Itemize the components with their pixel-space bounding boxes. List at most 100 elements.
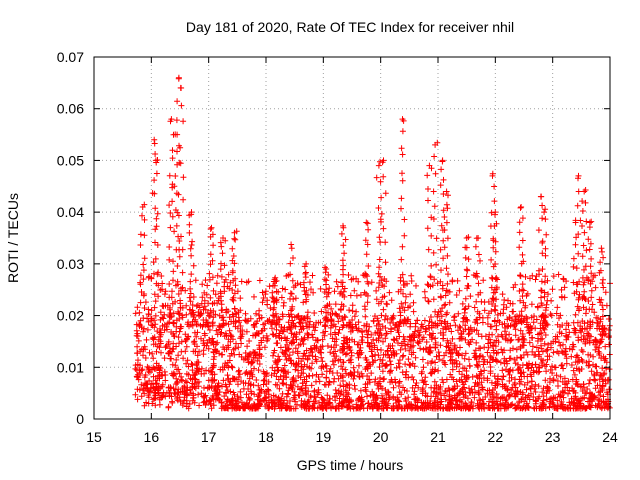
data-point — [434, 280, 441, 287]
data-point — [315, 386, 322, 393]
data-point — [162, 288, 169, 295]
data-point — [169, 155, 176, 162]
data-point — [378, 210, 385, 217]
data-point — [362, 313, 369, 320]
data-point — [273, 326, 280, 333]
data-point — [231, 290, 238, 297]
data-point — [374, 382, 381, 389]
data-point — [517, 354, 524, 361]
data-point — [599, 248, 605, 255]
data-point — [221, 333, 228, 340]
data-point — [323, 402, 330, 409]
data-point — [396, 378, 403, 385]
data-point — [280, 372, 287, 379]
data-point — [309, 349, 316, 355]
data-point — [602, 403, 608, 410]
data-point — [140, 346, 147, 353]
data-point — [373, 337, 380, 344]
data-point — [484, 390, 491, 397]
data-point — [499, 394, 506, 401]
data-point — [137, 231, 144, 238]
data-point — [507, 355, 514, 362]
data-point — [269, 400, 276, 406]
data-point — [507, 368, 513, 374]
data-point — [221, 279, 228, 286]
data-point — [476, 391, 483, 398]
data-point — [166, 244, 173, 250]
data-point — [425, 246, 432, 253]
data-point — [231, 391, 238, 398]
data-point — [600, 306, 606, 313]
data-point — [201, 303, 208, 310]
data-point — [351, 372, 358, 379]
data-point — [473, 270, 480, 277]
data-point — [151, 395, 158, 402]
data-point — [230, 336, 236, 343]
data-point — [587, 333, 594, 340]
data-point — [444, 205, 451, 212]
y-tick-label: 0.02 — [57, 308, 84, 324]
data-point — [480, 277, 487, 284]
data-point — [511, 381, 518, 388]
data-point — [424, 172, 431, 179]
data-point — [173, 323, 180, 330]
data-point — [355, 354, 362, 361]
data-point — [404, 316, 411, 323]
data-point — [270, 313, 277, 319]
data-point — [153, 280, 160, 287]
data-point — [382, 351, 389, 358]
data-point — [213, 327, 220, 334]
data-point — [537, 325, 544, 332]
data-point — [590, 274, 597, 280]
data-point — [175, 74, 182, 81]
data-point — [382, 259, 389, 266]
data-point — [184, 357, 191, 364]
data-point — [519, 362, 526, 369]
data-point — [175, 291, 182, 297]
data-point — [577, 323, 584, 330]
data-point — [582, 199, 589, 206]
data-point — [465, 326, 472, 333]
data-point — [466, 363, 473, 370]
data-point — [369, 393, 376, 400]
data-point — [262, 288, 269, 295]
data-point — [141, 255, 148, 262]
data-point — [326, 285, 333, 292]
data-point — [273, 314, 280, 321]
data-point — [554, 304, 561, 311]
x-tick-label: 20 — [373, 429, 389, 445]
data-point — [516, 312, 523, 319]
data-point — [173, 375, 180, 382]
data-point — [526, 330, 533, 337]
data-point — [440, 237, 447, 244]
data-point — [207, 294, 214, 301]
data-point — [299, 337, 306, 344]
data-point — [279, 285, 286, 292]
data-point — [435, 367, 442, 374]
data-point — [232, 236, 239, 243]
data-point — [165, 338, 172, 345]
data-point — [151, 190, 158, 197]
data-point — [349, 302, 356, 309]
data-point — [411, 388, 418, 395]
data-point — [269, 325, 275, 332]
data-point — [138, 381, 145, 388]
data-point — [315, 337, 321, 344]
data-point — [276, 316, 283, 323]
data-point — [592, 346, 599, 353]
data-point — [479, 353, 486, 360]
data-point — [290, 349, 296, 356]
data-point — [542, 245, 549, 252]
data-point — [137, 348, 144, 355]
data-point — [137, 272, 144, 279]
chart-title: Day 181 of 2020, Rate Of TEC Index for r… — [186, 19, 514, 35]
data-point — [532, 276, 539, 283]
data-point — [578, 402, 584, 409]
data-point — [387, 319, 394, 326]
data-point — [269, 312, 276, 319]
data-point — [447, 346, 454, 353]
data-point — [400, 352, 407, 359]
data-point — [174, 394, 181, 401]
data-point — [523, 319, 530, 326]
data-point — [353, 308, 360, 315]
